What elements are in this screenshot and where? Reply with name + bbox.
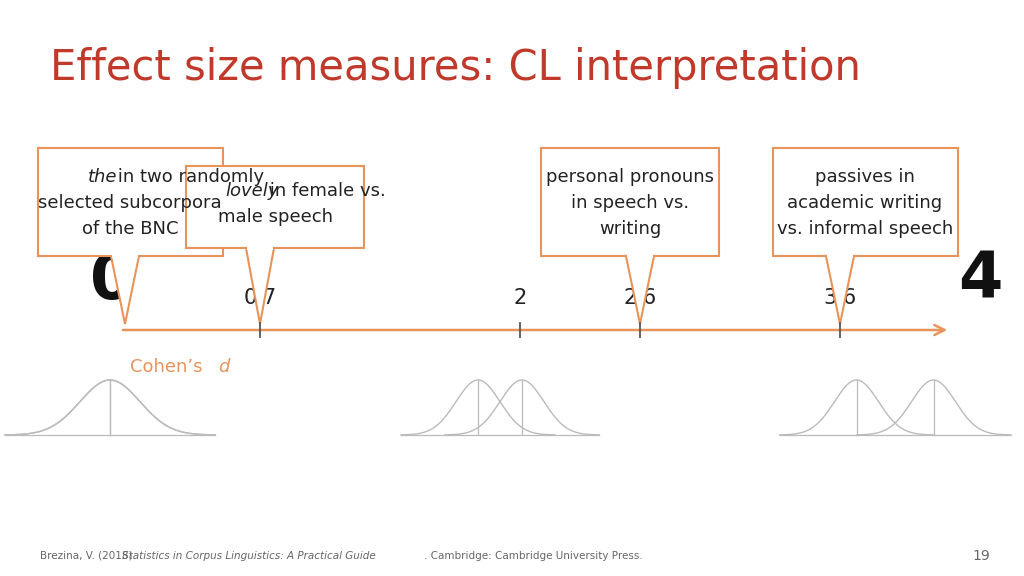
Bar [112,254,138,258]
Text: lovely: lovely [225,182,279,200]
Text: the: the [88,168,118,186]
Text: in speech vs.: in speech vs. [571,194,689,212]
Polygon shape [826,256,854,324]
Text: vs. informal speech: vs. informal speech [777,220,953,238]
Bar [541,148,719,256]
Text: selected subcorpora: selected subcorpora [38,194,222,212]
Text: 2.6: 2.6 [624,288,656,308]
Text: academic writing: academic writing [787,194,942,212]
Bar [247,246,273,250]
Text: 0: 0 [90,250,134,312]
Text: Statistics in Corpus Linguistics: A Practical Guide: Statistics in Corpus Linguistics: A Prac… [122,551,376,561]
Text: Cohen’s: Cohen’s [130,358,208,376]
Text: in female vs.: in female vs. [264,182,386,200]
Text: 4: 4 [958,250,1002,312]
Text: male speech: male speech [217,208,333,226]
Text: 0.7: 0.7 [244,288,276,308]
Text: Effect size measures: CL interpretation: Effect size measures: CL interpretation [50,47,861,89]
Text: Brezina, V. (2018).: Brezina, V. (2018). [40,551,139,561]
Text: 19: 19 [972,549,990,563]
Bar [627,254,653,258]
Text: 2: 2 [513,288,526,308]
Text: d: d [218,358,229,376]
Bar [827,254,853,258]
Polygon shape [626,256,654,324]
Text: 3.6: 3.6 [823,288,857,308]
Text: personal pronouns: personal pronouns [546,168,714,186]
Text: of the BNC: of the BNC [82,220,178,238]
Bar [186,166,364,248]
Text: passives in: passives in [815,168,914,186]
Polygon shape [111,256,139,324]
Text: writing: writing [599,220,662,238]
Bar [772,148,957,256]
Text: in two randomly: in two randomly [112,168,264,186]
Text: . Cambridge: Cambridge University Press.: . Cambridge: Cambridge University Press. [424,551,643,561]
Polygon shape [246,248,274,324]
Bar [38,148,222,256]
